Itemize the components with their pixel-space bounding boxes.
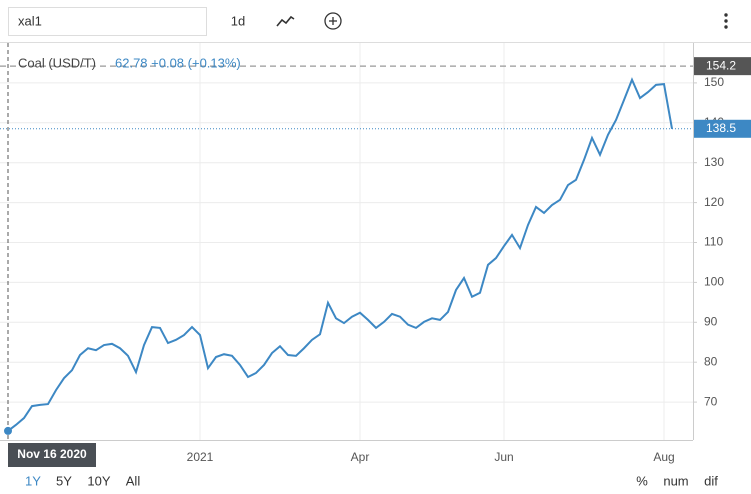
series-line	[7, 77, 673, 432]
range-button[interactable]: 10Y	[87, 473, 110, 488]
crosshair-label: Nov 16 2020	[17, 447, 87, 461]
y-tick-label: 110	[704, 235, 723, 249]
scale-button[interactable]: %	[636, 473, 648, 488]
range-button[interactable]: 1Y	[25, 473, 41, 488]
y-tick-label: 120	[704, 195, 724, 209]
crosshair-label-box	[8, 443, 96, 467]
last-price-label: 138.5	[706, 121, 736, 135]
y-tick-label: 80	[704, 354, 718, 368]
menu-icon[interactable]	[724, 13, 728, 29]
y-tick-label: 130	[704, 155, 724, 169]
x-tick-label: Jun	[494, 450, 513, 464]
legend-name: Coal (USD/T)	[18, 55, 96, 70]
menu-dot	[724, 13, 728, 17]
symbol-input[interactable]	[8, 7, 207, 36]
x-tick-label: 2021	[187, 450, 214, 464]
scale-button[interactable]: num	[663, 473, 688, 488]
reference-label-box	[694, 57, 751, 76]
reference-label: 154.2	[706, 58, 736, 72]
scale-button[interactable]: dif	[704, 473, 718, 488]
plot	[0, 43, 693, 440]
range-button[interactable]: All	[126, 473, 141, 488]
last-price-box	[694, 119, 751, 138]
chart-type-icon[interactable]	[276, 15, 295, 27]
x-tick-label: Aug	[653, 450, 674, 464]
menu-dot	[724, 19, 728, 23]
legend-quote: 62.78 +0.08 (+0.13%)	[115, 55, 241, 70]
menu-dot	[724, 25, 728, 29]
y-tick-label: 150	[704, 75, 724, 89]
interval-button[interactable]: 1d	[231, 13, 245, 28]
y-tick-label: 70	[704, 394, 718, 408]
x-tick-label: Apr	[351, 450, 370, 464]
crosshair-point	[4, 426, 12, 435]
y-tick-label: 100	[704, 275, 724, 289]
y-tick-label: 90	[704, 314, 718, 328]
add-icon[interactable]	[324, 12, 342, 30]
range-button[interactable]: 5Y	[56, 473, 72, 488]
symbol-text: xal1	[18, 13, 42, 28]
add-circle	[324, 12, 342, 30]
